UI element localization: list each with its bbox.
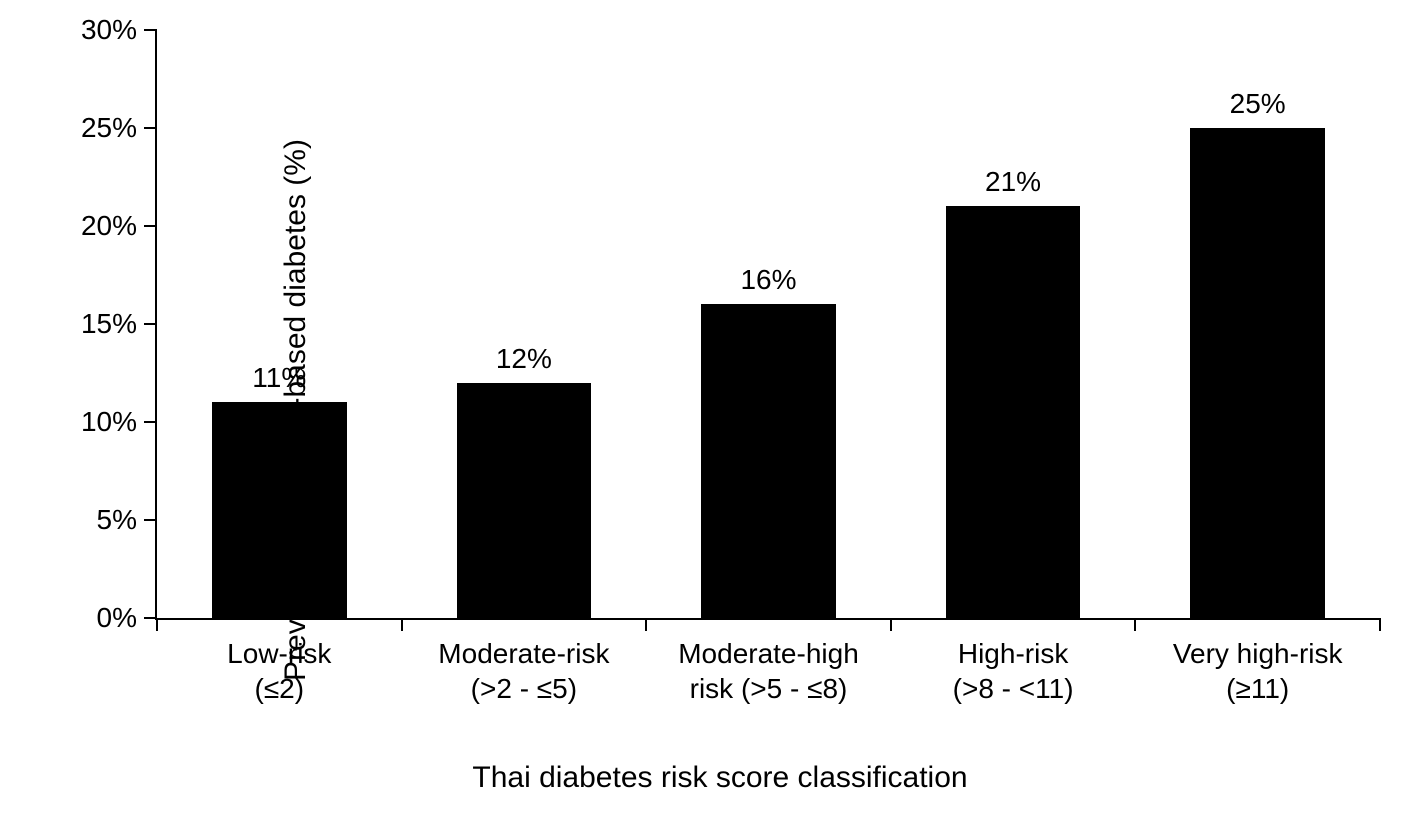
x-tick xyxy=(1379,618,1381,631)
bar-slot: 16% xyxy=(646,30,891,618)
bar-value-label: 21% xyxy=(985,166,1041,198)
category-label: Low-risk (≤2) xyxy=(227,636,331,706)
category-label: Moderate-risk (>2 - ≤5) xyxy=(438,636,609,706)
bar-slot: 25% xyxy=(1135,30,1380,618)
y-tick xyxy=(144,421,157,423)
bar: 12% xyxy=(457,383,592,618)
bar-value-label: 11% xyxy=(252,362,306,394)
y-tick xyxy=(144,127,157,129)
category-label: Very high-risk (≥11) xyxy=(1173,636,1343,706)
y-tick-label: 30% xyxy=(81,14,137,46)
bar-value-label: 12% xyxy=(496,343,552,375)
x-tick xyxy=(401,618,403,631)
y-tick-label: 0% xyxy=(97,602,137,634)
bars-group: 11% 12% 16% 21% 25% xyxy=(157,30,1380,618)
y-tick xyxy=(144,519,157,521)
bar-chart: Prevalence of OGTT-based diabetes (%) 0%… xyxy=(40,20,1400,800)
bar: 11% xyxy=(212,402,347,618)
y-tick-label: 15% xyxy=(81,308,137,340)
category-label: Moderate-high risk (>5 - ≤8) xyxy=(678,636,859,706)
bar: 16% xyxy=(701,304,836,618)
x-tick xyxy=(156,618,158,631)
category-label: High-risk (>8 - <11) xyxy=(953,636,1074,706)
bar-slot: 21% xyxy=(891,30,1136,618)
y-tick xyxy=(144,225,157,227)
y-tick-label: 5% xyxy=(97,504,137,536)
y-tick xyxy=(144,29,157,31)
bar-slot: 12% xyxy=(402,30,647,618)
bar: 21% xyxy=(946,206,1081,618)
y-tick-label: 25% xyxy=(81,112,137,144)
y-tick-label: 10% xyxy=(81,406,137,438)
y-tick-label: 20% xyxy=(81,210,137,242)
bar-slot: 11% xyxy=(157,30,402,618)
x-tick xyxy=(645,618,647,631)
y-tick xyxy=(144,323,157,325)
bar: 25% xyxy=(1190,128,1325,618)
bar-value-label: 25% xyxy=(1230,88,1286,120)
x-tick xyxy=(1134,618,1136,631)
plot-area: 0%5%10%15%20%25%30% 11%12%16%21%25% Low-… xyxy=(155,30,1380,620)
bar-value-label: 16% xyxy=(740,264,796,296)
x-axis-label: Thai diabetes risk score classification xyxy=(472,761,967,795)
x-tick xyxy=(890,618,892,631)
